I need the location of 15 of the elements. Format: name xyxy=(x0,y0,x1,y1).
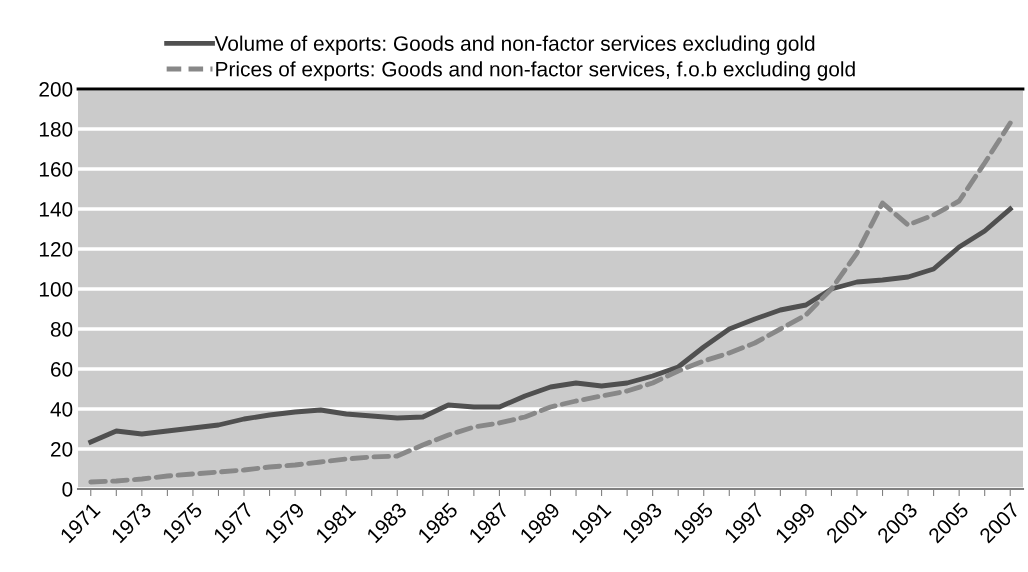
y-tick-label: 180 xyxy=(39,122,73,137)
y-tick-label: 160 xyxy=(39,162,73,177)
y-tick-label: 80 xyxy=(50,322,73,337)
line-series xyxy=(88,206,1013,445)
y-tick-label: 0 xyxy=(62,482,73,497)
y-tick-label: 140 xyxy=(39,202,73,217)
y-tick-label: 40 xyxy=(50,402,73,417)
y-tick-label: 120 xyxy=(39,242,73,257)
y-tick-label: 20 xyxy=(51,442,73,457)
line-series xyxy=(88,120,1013,485)
y-tick-label: 60 xyxy=(51,362,73,377)
legend-label: Volume of exports: Goods and non-factor services excluding gold xyxy=(214,35,815,55)
y-tick-label: 100 xyxy=(39,282,73,297)
legend-label: Prices of exports: Goods and non-factor services, f.o.b excluding gold xyxy=(216,61,855,81)
y-tick-label: 200 xyxy=(39,82,73,97)
